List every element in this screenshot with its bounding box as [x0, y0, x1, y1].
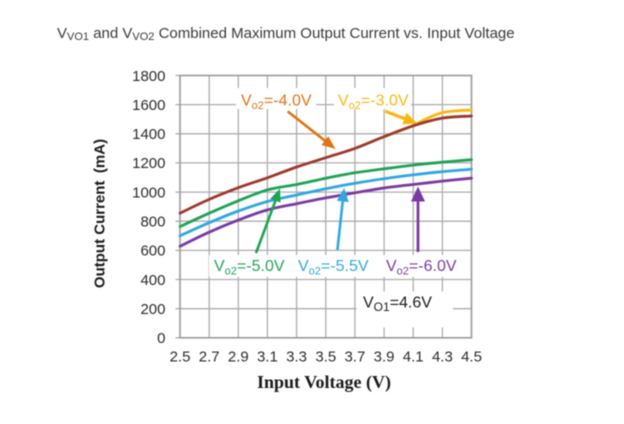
svg-text:Vo2=-4.0V: Vo2=-4.0V [241, 92, 312, 112]
svg-text:Vo2=-6.0V: Vo2=-6.0V [386, 258, 457, 278]
svg-text:3.9: 3.9 [374, 349, 395, 366]
svg-text:Vo2=-3.0V: Vo2=-3.0V [338, 92, 409, 112]
svg-text:2.5: 2.5 [170, 349, 191, 366]
svg-text:200: 200 [140, 301, 165, 318]
svg-text:3.3: 3.3 [286, 349, 307, 366]
svg-text:Input Voltage (V): Input Voltage (V) [257, 372, 391, 393]
svg-text:4.5: 4.5 [461, 349, 482, 366]
svg-text:1200: 1200 [132, 155, 165, 172]
svg-text:1000: 1000 [132, 184, 165, 201]
svg-text:3.7: 3.7 [344, 349, 365, 366]
svg-text:3.1: 3.1 [257, 349, 278, 366]
svg-text:1600: 1600 [132, 97, 165, 114]
svg-text:Output Current (mA): Output Current (mA) [92, 139, 109, 288]
svg-text:400: 400 [140, 272, 165, 289]
svg-text:1800: 1800 [132, 68, 165, 85]
svg-text:800: 800 [140, 214, 165, 231]
svg-text:4.1: 4.1 [403, 349, 424, 366]
svg-text:3.5: 3.5 [315, 349, 336, 366]
svg-text:600: 600 [140, 243, 165, 260]
svg-text:4.3: 4.3 [432, 349, 453, 366]
svg-text:Vo2=-5.0V: Vo2=-5.0V [214, 258, 285, 278]
svg-text:1400: 1400 [132, 126, 165, 143]
svg-text:0: 0 [157, 330, 165, 347]
svg-text:Vo2=-5.5V: Vo2=-5.5V [298, 258, 369, 278]
svg-text:2.7: 2.7 [199, 349, 220, 366]
svg-text:VO1=4.6V: VO1=4.6V [363, 295, 432, 315]
svg-text:2.9: 2.9 [228, 349, 249, 366]
